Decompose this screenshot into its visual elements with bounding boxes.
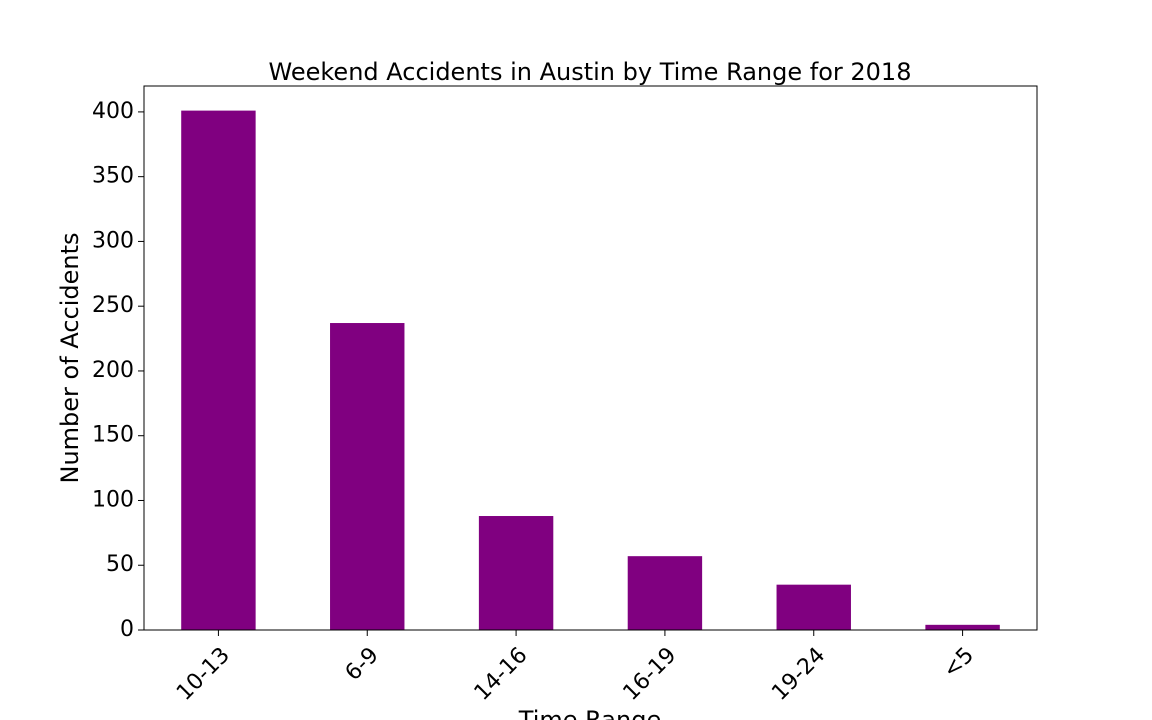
x-tick-label: 19-24	[767, 643, 830, 706]
bar-2	[478, 516, 554, 630]
bar-5	[925, 624, 1000, 630]
y-axis-label: Number of Accidents	[56, 233, 84, 484]
y-tick-label: 350	[92, 164, 134, 189]
bars-group	[181, 110, 1000, 631]
x-axis-label: Time Range	[518, 706, 661, 720]
bar-4	[776, 584, 851, 630]
y-axis: 0 50 100 150 200 250 300 350 400	[92, 99, 144, 642]
y-tick-label: 150	[92, 423, 134, 448]
y-tick-label: 250	[92, 293, 134, 318]
x-tick-label: 16-19	[619, 643, 682, 706]
y-tick-label: 400	[92, 99, 134, 124]
x-tick-label: 14-16	[470, 643, 533, 706]
x-axis: 10-13 6-9 14-16 16-19 19-24 <5	[172, 630, 979, 706]
x-tick-label: <5	[938, 643, 979, 684]
plot-area-frame	[143, 85, 1038, 631]
y-tick-label: 100	[92, 487, 134, 512]
x-tick-label: 10-13	[172, 643, 235, 706]
bar-0	[181, 110, 256, 631]
y-tick-label: 200	[92, 358, 134, 383]
x-tick-label: 6-9	[341, 643, 384, 686]
y-tick-label: 0	[120, 617, 134, 642]
chart-title: Weekend Accidents in Austin by Time Rang…	[269, 58, 912, 86]
y-tick-label: 300	[92, 228, 134, 253]
bar-1	[330, 323, 405, 630]
y-tick-label: 50	[106, 552, 134, 577]
bar-3	[627, 556, 703, 630]
